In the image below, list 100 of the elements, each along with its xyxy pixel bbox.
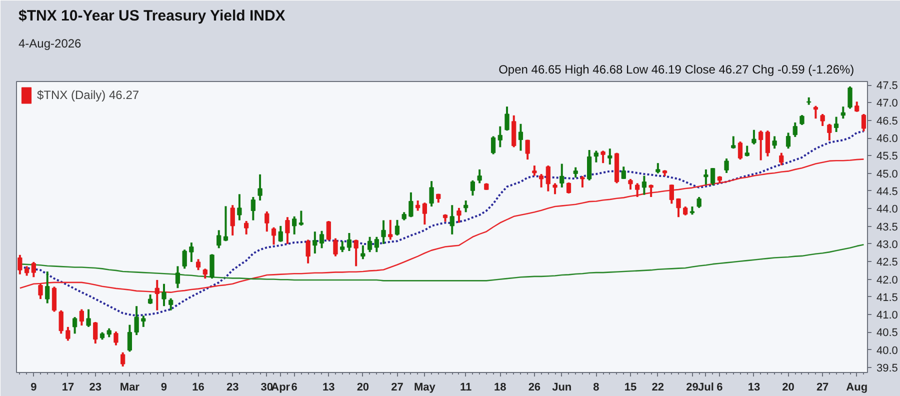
candlestick	[696, 196, 702, 209]
candlestick	[93, 321, 98, 345]
candlestick	[416, 200, 420, 212]
candlestick	[635, 182, 640, 198]
candlestick	[216, 229, 222, 250]
candlestick	[552, 182, 558, 196]
candlestick	[86, 308, 91, 328]
candlestick	[312, 230, 318, 254]
candlestick	[285, 216, 290, 245]
candlestick	[223, 205, 228, 242]
candlestick	[594, 150, 598, 164]
x-tick-label: 27	[391, 382, 404, 394]
candlestick	[306, 238, 310, 264]
chart-subtitle: 4-Aug-2026	[18, 36, 82, 50]
x-tick-label: Jun	[552, 382, 572, 394]
candlestick	[18, 254, 22, 276]
y-tick-label: 43.0	[876, 238, 898, 251]
y-tick-label: 40.5	[876, 327, 898, 340]
candlestick	[456, 206, 462, 224]
candlestick	[264, 210, 270, 233]
candlestick	[834, 116, 839, 133]
candlestick	[367, 236, 372, 254]
candlestick	[518, 122, 524, 152]
y-tick-label: 44.0	[876, 204, 898, 216]
candlestick	[566, 182, 572, 194]
x-tick-label: Jul	[698, 382, 714, 394]
candlestick	[525, 138, 530, 161]
candlestick	[346, 232, 352, 252]
candlestick	[504, 106, 510, 132]
y-tick-label: 47.0	[876, 98, 898, 110]
candlestick	[196, 258, 201, 272]
candlestick	[827, 122, 832, 142]
candlestick	[168, 297, 174, 312]
candlestick	[861, 112, 866, 132]
candlestick	[848, 85, 852, 110]
y-tick-label: 39.5	[876, 362, 898, 375]
candlestick	[244, 220, 249, 236]
candlestick	[394, 218, 400, 236]
x-tick-label: Aug	[846, 382, 868, 394]
candlestick	[490, 135, 496, 156]
candlestick	[333, 237, 338, 258]
candlestick	[38, 282, 43, 300]
x-tick-label: 23	[226, 382, 239, 394]
candlestick	[24, 265, 30, 277]
candlestick	[587, 149, 592, 182]
candlestick	[66, 326, 70, 342]
x-tick-label: 18	[494, 382, 506, 394]
candlestick	[141, 314, 146, 328]
candlestick	[532, 164, 537, 177]
y-tick-label: 45.0	[876, 168, 898, 180]
candlestick	[202, 268, 208, 280]
x-tick-label: 13	[748, 382, 760, 394]
candlestick	[340, 240, 345, 254]
candlestick	[669, 184, 674, 205]
candlestick	[580, 175, 585, 188]
candlestick	[731, 135, 736, 150]
x-tick-label: 11	[460, 382, 472, 394]
candlestick	[546, 164, 550, 192]
x-tick-label: 13	[322, 382, 335, 394]
x-tick-label: 8	[593, 382, 600, 394]
y-tick-label: 42.5	[876, 256, 898, 269]
candlestick	[628, 178, 633, 191]
y-tick-label: 47.5	[876, 80, 898, 92]
legend-label: $TNX (Daily) 46.27	[37, 88, 140, 102]
candlestick	[772, 135, 777, 150]
candlestick	[45, 270, 50, 304]
x-tick-label: 16	[192, 382, 204, 394]
candlestick	[79, 308, 84, 327]
y-tick-label: 46.5	[876, 115, 898, 128]
candlestick	[779, 152, 784, 166]
candlestick	[758, 130, 764, 162]
x-tick-label: Mar	[120, 382, 140, 394]
candlestick	[162, 282, 166, 308]
candlestick	[175, 265, 180, 290]
candlestick	[786, 132, 791, 150]
candlestick	[710, 167, 716, 186]
y-tick-label: 41.0	[876, 310, 898, 322]
candlestick	[648, 184, 654, 198]
candlestick	[31, 260, 36, 278]
candlestick	[600, 150, 606, 164]
candlestick	[114, 330, 118, 346]
x-tick-label: 26	[528, 382, 541, 394]
candlestick	[704, 168, 708, 186]
candlestick	[765, 130, 770, 158]
candlestick	[752, 128, 756, 146]
candlestick	[800, 114, 804, 126]
candlestick	[154, 278, 160, 312]
candlestick	[450, 204, 454, 236]
candlestick	[498, 125, 502, 148]
chart-title: $TNX 10-Year US Treasury Yield INDX	[18, 8, 286, 24]
x-tick-label: 9	[160, 382, 168, 394]
candlestick	[408, 191, 414, 218]
x-tick-label: 17	[62, 382, 74, 394]
x-tick-label: 22	[652, 382, 664, 394]
candlestick	[608, 148, 612, 166]
candlestick	[360, 244, 366, 260]
x-tick-label: 23	[89, 382, 102, 394]
candlestick	[429, 180, 434, 208]
candlestick	[381, 219, 386, 245]
x-tick-label: May	[414, 382, 436, 394]
